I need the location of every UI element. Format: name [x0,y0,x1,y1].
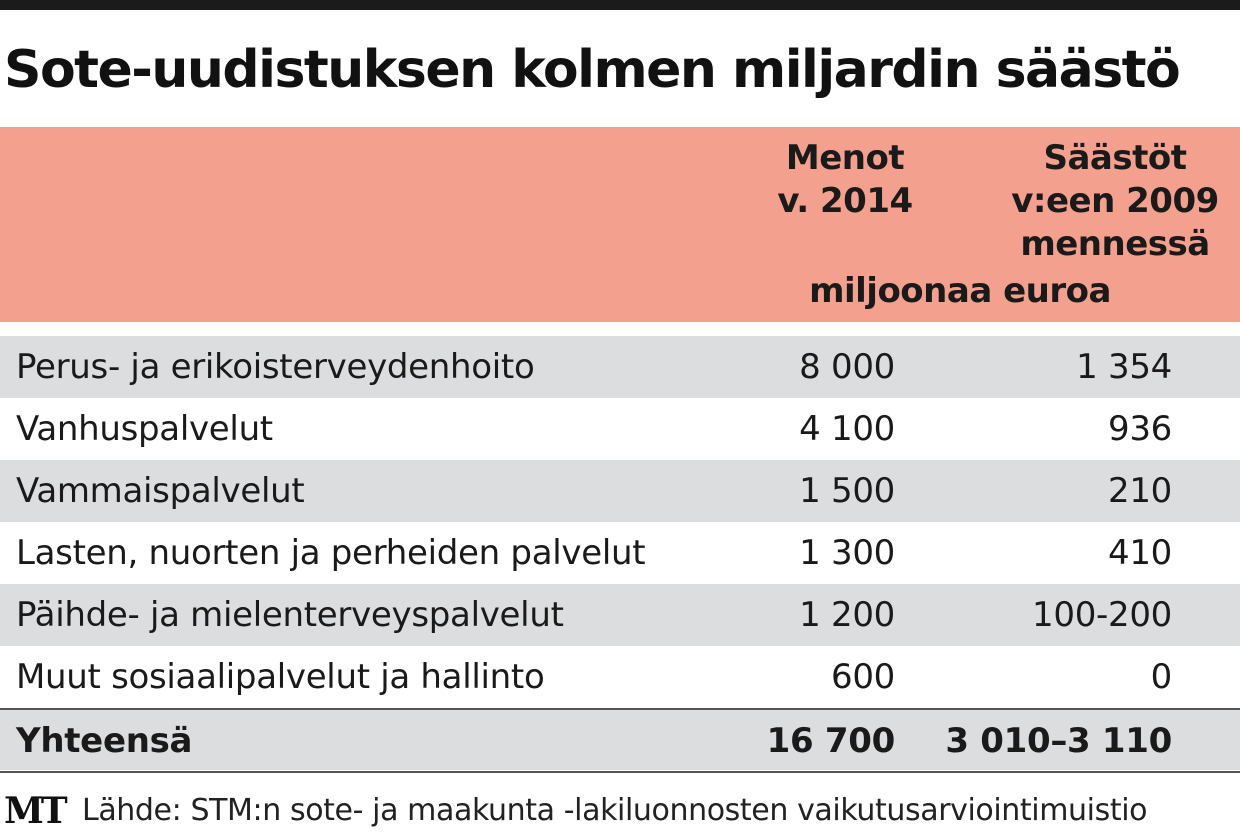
row-saastot: 100-200 [1032,595,1172,635]
row-saastot: 936 [1108,409,1172,449]
table-header: Menot v. 2014 Säästöt v:een 2009 menness… [0,127,1240,322]
header-unit: miljoonaa euroa [809,271,1111,311]
row-menot: 1 500 [799,471,895,511]
header-menot-line: Menot [785,138,905,178]
header-menot: Menot v. 2014 [760,137,930,223]
bottom-rule [0,771,1240,773]
row-saastot: 0 [1150,657,1173,697]
row-label: Muut sosiaalipalvelut ja hallinto [16,657,545,697]
mt-logo: MT [4,790,68,832]
header-menot-line: v. 2014 [777,181,913,221]
footer: MT Lähde: STM:n sote- ja maakunta -lakil… [0,786,1240,838]
row-label: Vammaispalvelut [16,471,305,511]
header-saastot-line: Säästöt [1043,138,1187,178]
header-saastot-line: v:een 2009 [1011,181,1219,221]
row-saastot: 210 [1108,471,1172,511]
row-menot: 1 200 [799,595,895,635]
row-saastot: 410 [1108,533,1172,573]
page-title: Sote-uudistuksen kolmen miljardin säästö [4,40,1181,100]
table-row: Päihde- ja mielenterveyspalvelut 1 200 1… [0,584,1240,646]
table-row: Vammaispalvelut 1 500 210 [0,460,1240,522]
row-label: Päihde- ja mielenterveyspalvelut [16,595,564,635]
table-row: Perus- ja erikoisterveydenhoito 8 000 1 … [0,336,1240,398]
row-menot: 1 300 [799,533,895,573]
top-rule [0,0,1240,10]
total-label: Yhteensä [16,721,193,761]
header-saastot-line: mennessä [1020,224,1210,264]
row-label: Vanhuspalvelut [16,409,273,449]
row-menot: 600 [831,657,895,697]
total-menot: 16 700 [766,721,896,761]
row-saastot: 1 354 [1076,347,1172,387]
table-row: Vanhuspalvelut 4 100 936 [0,398,1240,460]
table-row: Lasten, nuorten ja perheiden palvelut 1 … [0,522,1240,584]
table-row: Muut sosiaalipalvelut ja hallinto 600 0 [0,646,1240,708]
table-row-total: Yhteensä 16 700 3 010–3 110 [0,708,1240,770]
table-body: Perus- ja erikoisterveydenhoito 8 000 1 … [0,336,1240,770]
row-label: Lasten, nuorten ja perheiden palvelut [16,533,646,573]
row-menot: 8 000 [799,347,895,387]
row-label: Perus- ja erikoisterveydenhoito [16,347,535,387]
source-note: Lähde: STM:n sote- ja maakunta -lakiluon… [82,793,1148,828]
total-saastot: 3 010–3 110 [945,721,1172,761]
row-menot: 4 100 [799,409,895,449]
header-saastot: Säästöt v:een 2009 mennessä [1005,137,1225,266]
